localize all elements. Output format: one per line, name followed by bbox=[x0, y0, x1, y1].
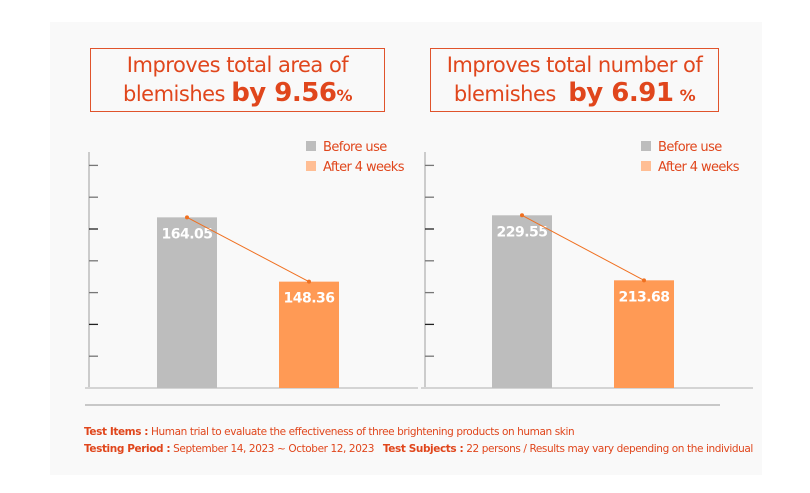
legend-swatch bbox=[641, 161, 651, 171]
trend-line bbox=[186, 216, 310, 283]
trend-line bbox=[521, 214, 645, 281]
testing-period-label: Testing Period : bbox=[84, 443, 171, 455]
legend-label: After 4 weeks bbox=[323, 160, 405, 175]
legend-label: Before use bbox=[658, 140, 722, 155]
test-items-text: Human trial to evaluate the effectivenes… bbox=[148, 426, 575, 438]
trend-point bbox=[307, 279, 311, 284]
legend-swatch bbox=[306, 141, 316, 151]
data-label: 213.68 bbox=[618, 289, 669, 305]
legend-label: Before use bbox=[323, 140, 387, 155]
trend-point bbox=[520, 213, 524, 218]
title-text: blemishes bbox=[123, 82, 226, 106]
data-label: 148.36 bbox=[283, 291, 334, 307]
bar-before bbox=[157, 217, 217, 388]
title-line1: Improves total area of bbox=[126, 53, 349, 77]
trend-point bbox=[642, 278, 646, 283]
title-line2: blemishes by 6.91 % bbox=[431, 78, 718, 111]
title-box-number: Improves total number of blemishes by 6.… bbox=[430, 48, 719, 112]
legend-swatch bbox=[306, 161, 316, 171]
test-subjects-label: Test Subjects : bbox=[382, 443, 464, 455]
test-items-line: Test Items : Human trial to evaluate the… bbox=[84, 424, 753, 441]
divider bbox=[85, 404, 720, 406]
test-period-line: Testing Period : September 14, 2023 ~ Oc… bbox=[84, 441, 753, 458]
testing-period-text: September 14, 2023 ~ October 12, 2023 bbox=[170, 443, 375, 455]
chart-1: 164.05 148.36 Before use After 4 weeks bbox=[85, 140, 418, 389]
data-label: 229.55 bbox=[496, 224, 547, 240]
legend-swatch bbox=[641, 141, 651, 151]
test-items-label: Test Items : bbox=[84, 426, 149, 438]
test-notes: Test Items : Human trial to evaluate the… bbox=[84, 424, 753, 458]
legend-label: After 4 weeks bbox=[658, 160, 740, 175]
percent-sign: % bbox=[679, 86, 696, 105]
bar-after bbox=[614, 280, 674, 388]
chart-2: 229.55 213.68 Before use After 4 weeks bbox=[421, 140, 753, 389]
data-label: 164.05 bbox=[161, 226, 212, 242]
title-line2: blemishes by 9.56% bbox=[91, 78, 384, 111]
percent-sign: % bbox=[336, 86, 352, 105]
title-box-area: Improves total area of blemishes by 9.56… bbox=[90, 48, 385, 112]
improvement-value: by 9.56 bbox=[231, 78, 337, 108]
infographic-panel: Improves total area of blemishes by 9.56… bbox=[50, 22, 762, 475]
bar-after bbox=[279, 281, 339, 388]
improvement-value: by 6.91 bbox=[568, 78, 674, 108]
trend-point bbox=[185, 215, 189, 220]
title-line1: Improves total number of bbox=[446, 53, 703, 77]
bar-before bbox=[492, 215, 552, 388]
title-text: blemishes bbox=[453, 82, 557, 106]
test-subjects-text: 22 persons / Results may vary depending … bbox=[463, 443, 753, 455]
